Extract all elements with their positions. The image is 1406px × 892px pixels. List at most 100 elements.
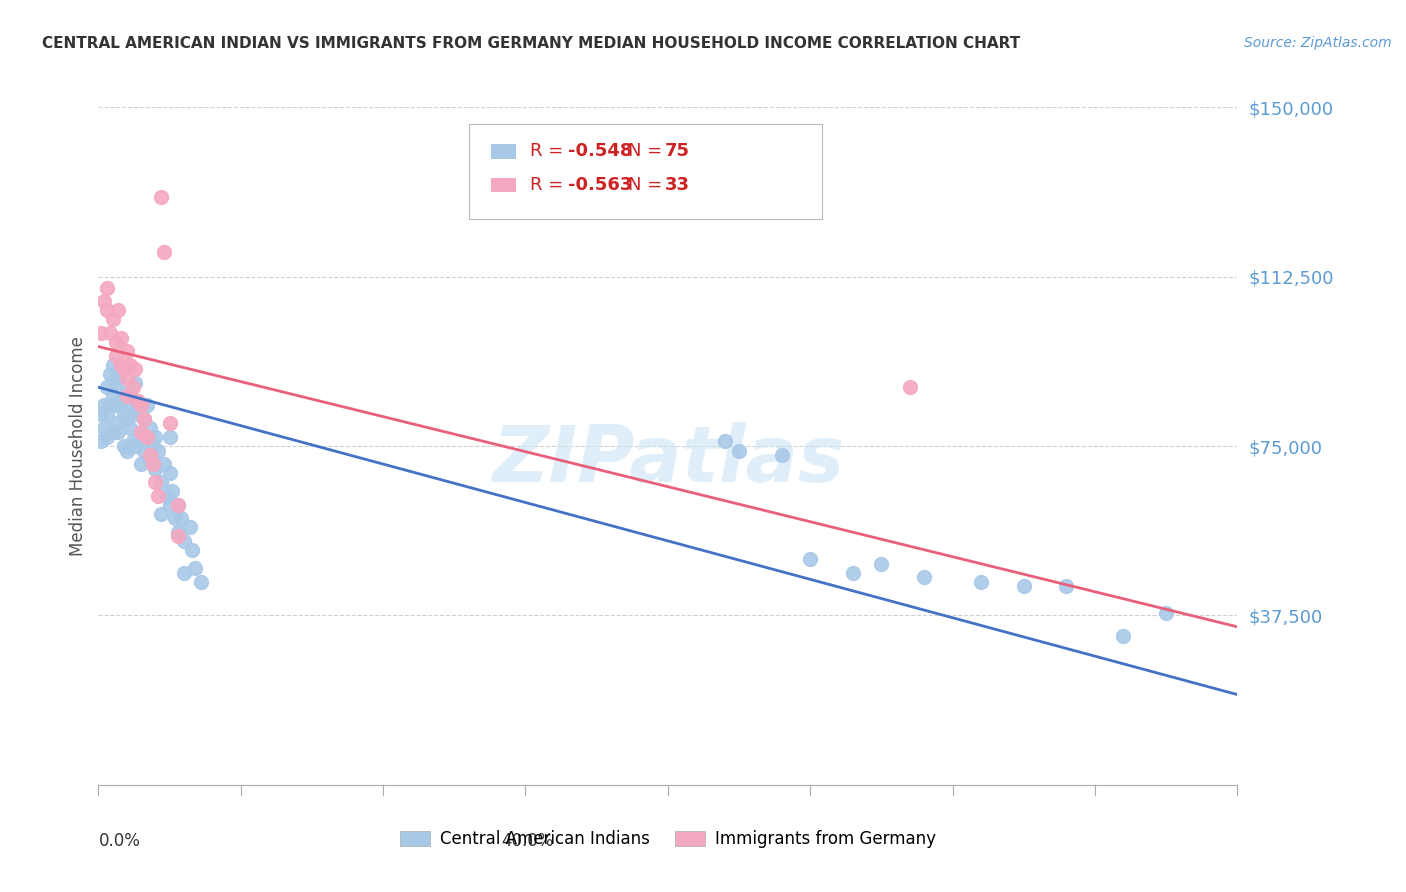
Point	[165, 511, 187, 525]
Point	[107, 398, 129, 412]
Point	[132, 412, 155, 426]
Point	[129, 425, 152, 440]
Point	[898, 380, 921, 394]
Point	[93, 294, 115, 309]
Point	[167, 529, 190, 543]
Point	[127, 393, 149, 408]
Legend: Central American Indians, Immigrants from Germany: Central American Indians, Immigrants fro…	[394, 823, 942, 855]
Point	[770, 448, 793, 462]
Point	[104, 376, 127, 390]
Y-axis label: Median Household Income: Median Household Income	[69, 336, 87, 556]
Point	[104, 417, 127, 431]
Point	[135, 430, 157, 444]
Point	[870, 557, 893, 571]
Point	[138, 448, 160, 462]
Text: R =: R =	[530, 142, 569, 160]
Point	[181, 543, 204, 558]
Point	[112, 362, 135, 376]
Point	[167, 498, 190, 512]
Point	[150, 507, 173, 521]
Point	[184, 561, 207, 575]
Point	[141, 439, 163, 453]
Point	[145, 461, 167, 475]
Text: R =: R =	[530, 176, 569, 194]
Text: 40.0%: 40.0%	[502, 832, 554, 850]
Point	[93, 421, 115, 435]
Point	[121, 434, 143, 449]
Point	[159, 430, 181, 444]
Point	[110, 330, 132, 344]
Point	[98, 398, 121, 412]
Point	[132, 443, 155, 458]
FancyBboxPatch shape	[491, 178, 516, 193]
Text: Source: ZipAtlas.com: Source: ZipAtlas.com	[1244, 36, 1392, 50]
Text: ZIPatlas: ZIPatlas	[492, 422, 844, 498]
Point	[107, 425, 129, 440]
Point	[118, 389, 141, 403]
Point	[104, 398, 127, 412]
Point	[124, 376, 146, 390]
Point	[156, 489, 179, 503]
Point	[96, 380, 118, 394]
Point	[115, 412, 138, 426]
FancyBboxPatch shape	[468, 124, 821, 219]
Point	[115, 389, 138, 403]
Point	[104, 349, 127, 363]
Point	[96, 281, 118, 295]
Point	[173, 533, 195, 548]
FancyBboxPatch shape	[491, 144, 516, 159]
Point	[115, 344, 138, 359]
Point	[842, 566, 865, 580]
Point	[153, 457, 176, 471]
Point	[1012, 579, 1035, 593]
Point	[912, 570, 935, 584]
Point	[101, 312, 124, 326]
Point	[107, 371, 129, 385]
Point	[1112, 629, 1135, 643]
Text: 75: 75	[665, 142, 689, 160]
Point	[112, 439, 135, 453]
Point	[101, 358, 124, 372]
Point	[124, 439, 146, 453]
Point	[121, 402, 143, 417]
Text: N =: N =	[628, 176, 668, 194]
Point	[159, 466, 181, 480]
Point	[170, 511, 193, 525]
Point	[162, 484, 184, 499]
Point	[98, 326, 121, 340]
Point	[148, 489, 170, 503]
Text: -0.563: -0.563	[568, 176, 633, 194]
Point	[132, 412, 155, 426]
Point	[970, 574, 993, 589]
Point	[159, 498, 181, 512]
Point	[1056, 579, 1078, 593]
Point	[138, 452, 160, 467]
Point	[728, 443, 751, 458]
Point	[90, 408, 112, 422]
Point	[118, 421, 141, 435]
Point	[714, 434, 737, 449]
Point	[150, 190, 173, 204]
Text: -0.548: -0.548	[568, 142, 633, 160]
Point	[124, 362, 146, 376]
Point	[167, 524, 190, 539]
Point	[112, 408, 135, 422]
Point	[129, 398, 152, 412]
Text: 0.0%: 0.0%	[98, 832, 141, 850]
Point	[159, 417, 181, 431]
Point	[104, 334, 127, 349]
Point	[121, 380, 143, 394]
Point	[110, 358, 132, 372]
Point	[138, 421, 160, 435]
Point	[96, 430, 118, 444]
Point	[135, 398, 157, 412]
Point	[93, 398, 115, 412]
Point	[110, 393, 132, 408]
Point	[190, 574, 212, 589]
Point	[124, 408, 146, 422]
Point	[115, 384, 138, 399]
Point	[129, 425, 152, 440]
Point	[153, 244, 176, 259]
Point	[135, 430, 157, 444]
Text: N =: N =	[628, 142, 668, 160]
